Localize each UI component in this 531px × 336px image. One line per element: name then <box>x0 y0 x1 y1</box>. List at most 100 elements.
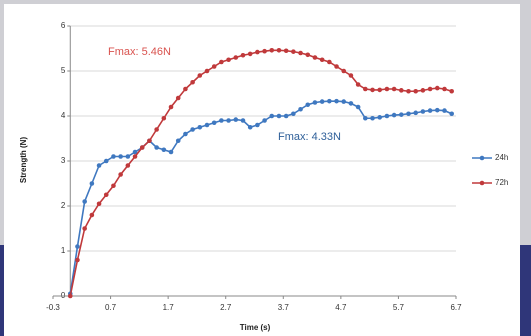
data-point <box>334 64 339 69</box>
data-point <box>348 101 354 106</box>
data-point <box>276 113 282 119</box>
data-point <box>291 49 296 54</box>
data-point <box>413 88 419 94</box>
data-point <box>247 124 253 130</box>
legend-label: 72h <box>495 178 508 187</box>
data-point <box>312 100 318 105</box>
x-tick-label: -0.3 <box>46 303 60 312</box>
data-point <box>442 86 447 92</box>
data-point <box>103 192 109 198</box>
y-tick-label: 4 <box>61 111 66 120</box>
data-point <box>391 86 397 92</box>
legend-marker <box>479 180 485 186</box>
data-point <box>197 73 203 78</box>
y-tick-label: 5 <box>61 66 66 75</box>
data-point <box>233 55 239 60</box>
data-point <box>262 48 267 54</box>
data-point <box>406 111 411 117</box>
data-point <box>147 138 152 144</box>
data-point <box>233 117 239 122</box>
data-point <box>175 138 181 144</box>
x-tick-label: 6.7 <box>450 303 462 312</box>
data-point <box>406 88 411 94</box>
data-point <box>377 115 383 120</box>
data-point <box>75 244 80 249</box>
data-point <box>219 118 224 123</box>
data-point <box>341 99 347 104</box>
annotation: Fmax: 5.46N <box>108 46 171 58</box>
data-point <box>240 52 246 58</box>
data-point <box>399 112 404 117</box>
y-tick-label: 6 <box>61 21 66 30</box>
data-point <box>204 68 210 74</box>
data-point <box>305 52 311 58</box>
data-point <box>132 149 138 155</box>
data-point <box>269 48 275 53</box>
data-point <box>183 86 188 92</box>
data-point <box>204 122 210 128</box>
data-point <box>226 57 231 63</box>
data-point <box>161 147 167 153</box>
data-point <box>377 87 383 93</box>
data-point <box>219 59 224 65</box>
data-point <box>355 82 361 87</box>
data-point <box>276 48 282 53</box>
data-point <box>139 145 145 150</box>
y-tick-label: 1 <box>61 246 66 255</box>
data-point <box>161 115 167 121</box>
data-point <box>175 95 181 101</box>
data-point <box>449 111 454 117</box>
data-point <box>111 154 116 159</box>
data-point <box>211 120 217 126</box>
data-point <box>305 102 311 108</box>
data-point <box>363 86 368 92</box>
legend-label: 24h <box>495 153 508 162</box>
data-point <box>348 73 354 78</box>
data-point <box>75 257 80 263</box>
data-point <box>384 113 390 119</box>
data-point <box>82 199 87 204</box>
data-point <box>434 107 440 113</box>
data-point <box>111 183 116 189</box>
data-point <box>391 112 397 118</box>
x-tick-label: 0.7 <box>105 303 117 312</box>
x-tick-label: 5.7 <box>393 303 405 312</box>
legend-marker <box>479 155 485 161</box>
data-point <box>363 115 368 121</box>
data-point <box>283 113 289 119</box>
data-point <box>132 154 138 159</box>
data-point <box>211 64 217 69</box>
data-point <box>420 88 426 93</box>
data-point <box>82 226 87 231</box>
data-point <box>67 293 73 299</box>
data-point <box>384 86 390 92</box>
chart-area <box>4 4 520 336</box>
data-point <box>240 118 246 123</box>
data-point <box>420 109 426 114</box>
data-point <box>190 79 195 85</box>
annotation: Fmax: 4.33N <box>278 131 341 143</box>
y-tick-label: 2 <box>61 201 66 210</box>
data-point <box>190 127 195 132</box>
data-point <box>327 98 332 104</box>
data-point <box>125 154 131 159</box>
data-point <box>183 131 188 137</box>
data-point <box>442 108 447 113</box>
y-tick-label: 3 <box>61 156 66 165</box>
data-point <box>370 115 375 121</box>
data-point <box>399 88 404 93</box>
data-point <box>341 68 347 74</box>
x-tick-label: 1.7 <box>163 303 175 312</box>
data-point <box>312 55 318 60</box>
data-point <box>168 149 174 155</box>
data-point <box>298 50 303 56</box>
data-point <box>89 212 95 218</box>
data-point <box>96 201 102 207</box>
data-point <box>118 154 123 159</box>
x-tick-label: 4.7 <box>335 303 347 312</box>
data-point <box>434 85 440 91</box>
data-point <box>269 113 275 119</box>
data-point <box>226 118 231 123</box>
data-point <box>449 88 454 94</box>
